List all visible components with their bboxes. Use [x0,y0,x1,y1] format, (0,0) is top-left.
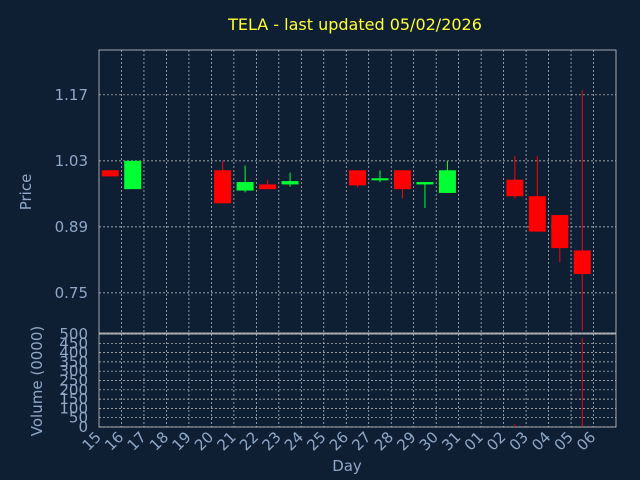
candle-body [573,250,591,275]
volume-tick-label: 0 [78,418,88,436]
candle [528,156,546,232]
candle-body [393,170,411,190]
volume-tick-label: 400 [59,344,88,362]
price-axis-label: Price [17,174,35,211]
candle-body [349,170,366,186]
volume-tick-label: 300 [59,362,88,380]
candle [573,90,591,331]
volume-bars-group [514,337,583,427]
x-axis-label: Day [332,457,362,475]
price-tick-label: 0.75 [55,284,88,302]
price-tick-label: 1.17 [55,86,88,104]
candle [124,160,142,190]
candle [393,170,411,199]
candle [371,170,389,183]
candle-body [528,196,546,232]
price-tick-label: 0.89 [55,218,88,236]
candle [349,170,366,188]
candle [259,179,277,190]
price-panel-frame [98,49,617,334]
candle [438,160,456,193]
x-tick-labels: 1516171819202122232425262728293031010203… [79,428,600,454]
volume-tick-label: 500 [59,325,88,343]
price-grid [98,49,617,334]
candle-body [371,178,389,181]
x-tick-label: 06 [573,428,599,454]
candle [506,156,524,199]
candle [281,172,299,187]
volume-tick-label: 250 [59,372,88,390]
volume-grid [98,333,617,428]
volume-tick-label: 100 [59,399,88,417]
candle [416,182,434,209]
volume-tick-label: 50 [69,409,88,427]
chart-title: TELA - last updated 05/02/2026 [227,15,482,34]
candle [101,170,119,177]
candle-body [438,170,456,193]
candle [214,160,232,204]
candle-body [281,181,299,185]
candle-body [101,170,119,177]
volume-axis-label: Volume (0000) [28,326,46,436]
candle [551,215,569,263]
candle-body [551,215,569,249]
candle-body [506,179,524,197]
candle-body [214,170,232,204]
volume-tick-label: 450 [59,334,88,352]
volume-tick-label: 150 [59,390,88,408]
price-tick-labels: 0.75 0.89 1.03 1.17 [55,86,88,302]
candles-group [101,90,591,331]
candle [236,165,254,193]
candle-body [236,182,254,191]
volume-tick-label: 350 [59,353,88,371]
volume-tick-label: 200 [59,381,88,399]
candle-body [259,184,277,190]
price-tick-label: 1.03 [55,152,88,170]
candle-body [124,160,142,190]
candle-body [416,182,434,185]
